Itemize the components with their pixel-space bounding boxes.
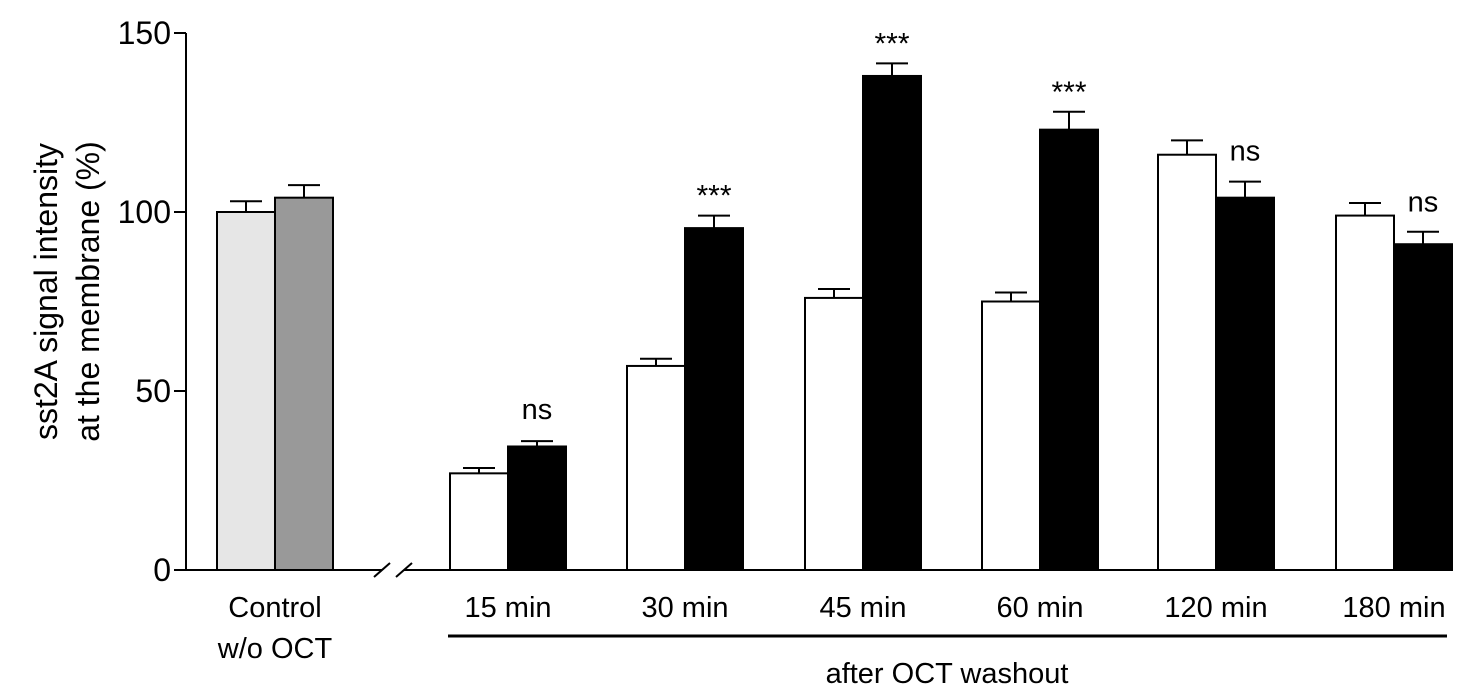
axis-break-mark	[373, 562, 391, 578]
bar-white	[1335, 214, 1395, 572]
bar-black	[507, 445, 567, 571]
bar-white	[626, 364, 686, 571]
bar-white	[804, 296, 864, 571]
bar-black	[1393, 243, 1453, 571]
significance-label: ***	[874, 27, 909, 60]
bar-black	[862, 74, 922, 572]
x-tick-label: 15 min	[464, 592, 551, 624]
x-tick-label: 120 min	[1164, 592, 1267, 624]
x-tick-label: 30 min	[641, 592, 728, 624]
axis-break-mark	[395, 562, 413, 578]
significance-label: ns	[1408, 187, 1439, 219]
significance-label: ***	[696, 180, 731, 213]
bar-white	[981, 300, 1041, 571]
bar-white	[449, 472, 509, 571]
significance-label: ***	[1051, 76, 1086, 109]
bar-black	[1215, 196, 1275, 571]
y-tick-label: 50	[135, 373, 171, 409]
group-label: after OCT washout	[826, 658, 1069, 690]
y-tick-label: 150	[118, 15, 171, 51]
y-tick-label: 100	[118, 194, 171, 230]
x-tick-label: 45 min	[819, 592, 906, 624]
bar-black	[1039, 128, 1099, 571]
y-tick-label: 0	[153, 552, 171, 588]
control-bar	[274, 196, 334, 571]
significance-label: ns	[1230, 135, 1261, 167]
control-bar	[216, 211, 276, 571]
y-axis-label: at the membrane (%)	[70, 141, 106, 442]
x-tick-label: 60 min	[996, 592, 1083, 624]
y-axis-label: sst2A signal intensity	[28, 143, 64, 440]
significance-label: ns	[522, 394, 553, 426]
bar-black	[684, 227, 744, 572]
control-label: w/o OCT	[217, 633, 333, 665]
x-tick-label: 180 min	[1342, 592, 1445, 624]
control-label: Control	[228, 592, 322, 624]
bar-white	[1157, 153, 1217, 571]
